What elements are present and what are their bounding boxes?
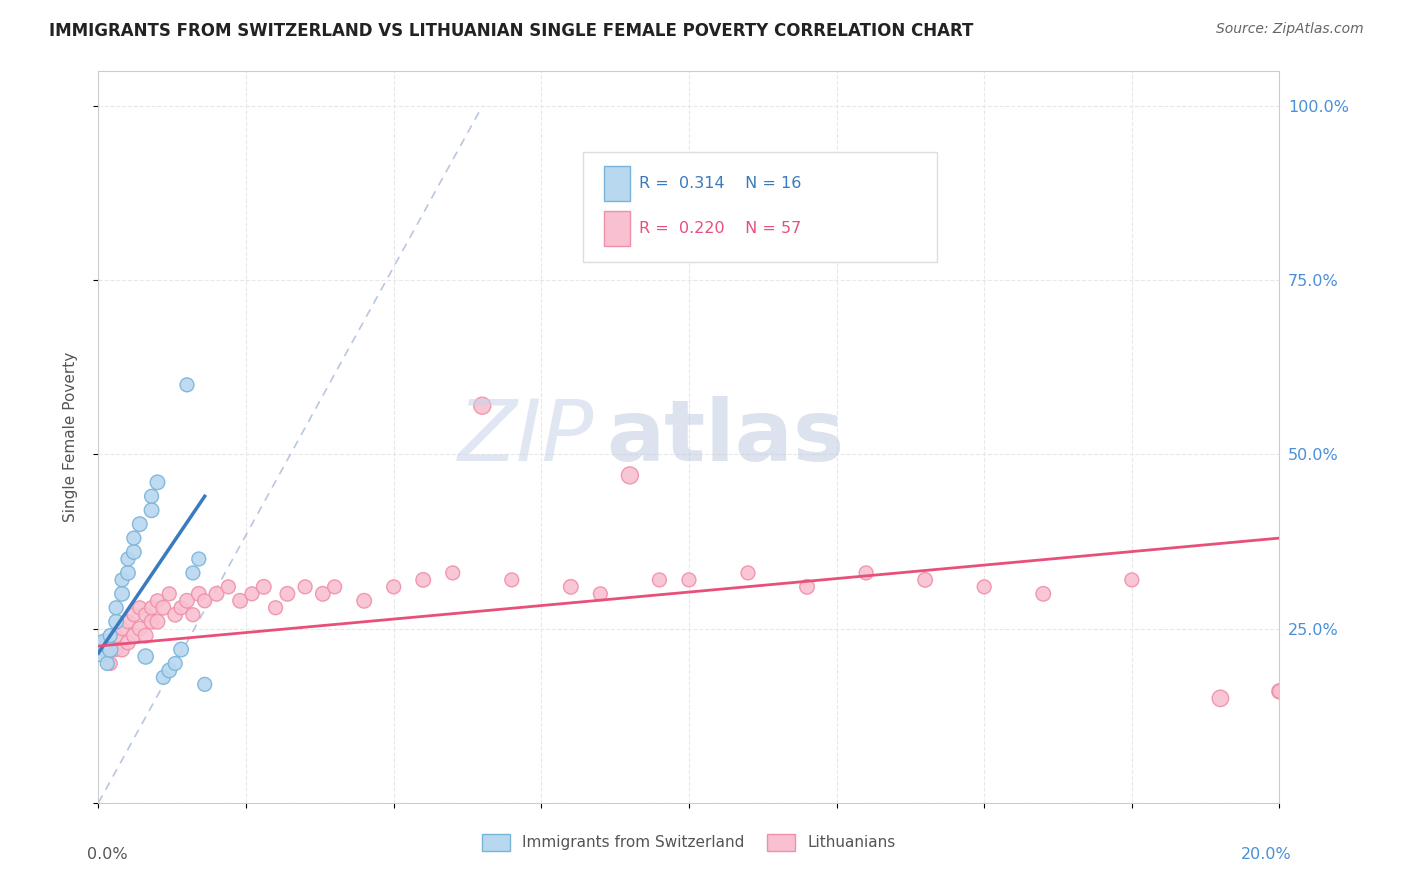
Y-axis label: Single Female Poverty: Single Female Poverty <box>63 352 77 522</box>
Point <box>128 622 150 636</box>
Point <box>165 607 187 622</box>
Point <box>276 587 298 601</box>
Point <box>648 573 671 587</box>
Point <box>98 657 121 671</box>
FancyBboxPatch shape <box>582 152 936 261</box>
Point <box>1032 587 1054 601</box>
Point <box>382 580 405 594</box>
Point <box>181 566 204 580</box>
Point <box>176 594 198 608</box>
Text: 0.0%: 0.0% <box>87 847 127 862</box>
Point <box>855 566 877 580</box>
Point <box>111 587 134 601</box>
Point <box>229 594 252 608</box>
Point <box>122 545 145 559</box>
Point <box>93 635 115 649</box>
Point <box>589 587 612 601</box>
Point <box>117 552 139 566</box>
Point <box>441 566 464 580</box>
Point <box>105 629 128 643</box>
Bar <box>605 211 630 246</box>
Point <box>253 580 276 594</box>
Point <box>146 615 169 629</box>
Point <box>96 657 118 671</box>
Point <box>157 664 180 678</box>
Point <box>194 594 217 608</box>
Point <box>146 475 169 490</box>
Point <box>678 573 700 587</box>
Point <box>187 587 209 601</box>
Point <box>170 600 193 615</box>
Point <box>141 600 163 615</box>
Point <box>240 587 263 601</box>
Point <box>312 587 335 601</box>
Point <box>471 399 494 413</box>
Point <box>105 615 128 629</box>
Text: Source: ZipAtlas.com: Source: ZipAtlas.com <box>1216 22 1364 37</box>
Point <box>1268 684 1291 698</box>
Point <box>157 587 180 601</box>
Point <box>194 677 217 691</box>
Point <box>135 607 157 622</box>
Point <box>141 615 163 629</box>
Bar <box>605 166 630 201</box>
Point <box>170 642 193 657</box>
Point <box>135 649 157 664</box>
Point <box>141 503 163 517</box>
Text: ZIP: ZIP <box>458 395 595 479</box>
Point <box>93 642 115 657</box>
Point <box>146 594 169 608</box>
Point <box>1209 691 1232 706</box>
Point <box>111 573 134 587</box>
Point <box>1121 573 1143 587</box>
Point <box>353 594 375 608</box>
Point <box>323 580 346 594</box>
Text: 20.0%: 20.0% <box>1240 847 1291 862</box>
Point <box>187 552 209 566</box>
Point <box>264 600 287 615</box>
Point <box>914 573 936 587</box>
Point <box>152 670 174 684</box>
Point <box>122 607 145 622</box>
Text: atlas: atlas <box>606 395 845 479</box>
Point <box>737 566 759 580</box>
Text: IMMIGRANTS FROM SWITZERLAND VS LITHUANIAN SINGLE FEMALE POVERTY CORRELATION CHAR: IMMIGRANTS FROM SWITZERLAND VS LITHUANIA… <box>49 22 973 40</box>
Point <box>135 629 157 643</box>
Point <box>796 580 818 594</box>
Point <box>181 607 204 622</box>
Point <box>105 600 128 615</box>
Point <box>560 580 582 594</box>
Point <box>117 566 139 580</box>
Point <box>412 573 434 587</box>
Text: R =  0.220    N = 57: R = 0.220 N = 57 <box>640 221 801 236</box>
Point <box>90 642 112 657</box>
Legend: Immigrants from Switzerland, Lithuanians: Immigrants from Switzerland, Lithuanians <box>477 828 901 857</box>
Point <box>98 629 121 643</box>
Point <box>141 489 163 503</box>
Point <box>217 580 239 594</box>
Point <box>619 468 641 483</box>
Point <box>128 600 150 615</box>
Point <box>294 580 316 594</box>
Point <box>165 657 187 671</box>
Point <box>152 600 174 615</box>
Point <box>205 587 228 601</box>
Point <box>122 531 145 545</box>
Point <box>117 635 139 649</box>
Point <box>973 580 995 594</box>
Point <box>98 642 121 657</box>
Point <box>128 517 150 532</box>
Point <box>501 573 523 587</box>
Point <box>117 615 139 629</box>
Point <box>105 642 128 657</box>
Point <box>122 629 145 643</box>
Point <box>176 377 198 392</box>
Text: R =  0.314    N = 16: R = 0.314 N = 16 <box>640 176 801 191</box>
Point <box>111 642 134 657</box>
Point <box>111 622 134 636</box>
Point <box>1268 684 1291 698</box>
